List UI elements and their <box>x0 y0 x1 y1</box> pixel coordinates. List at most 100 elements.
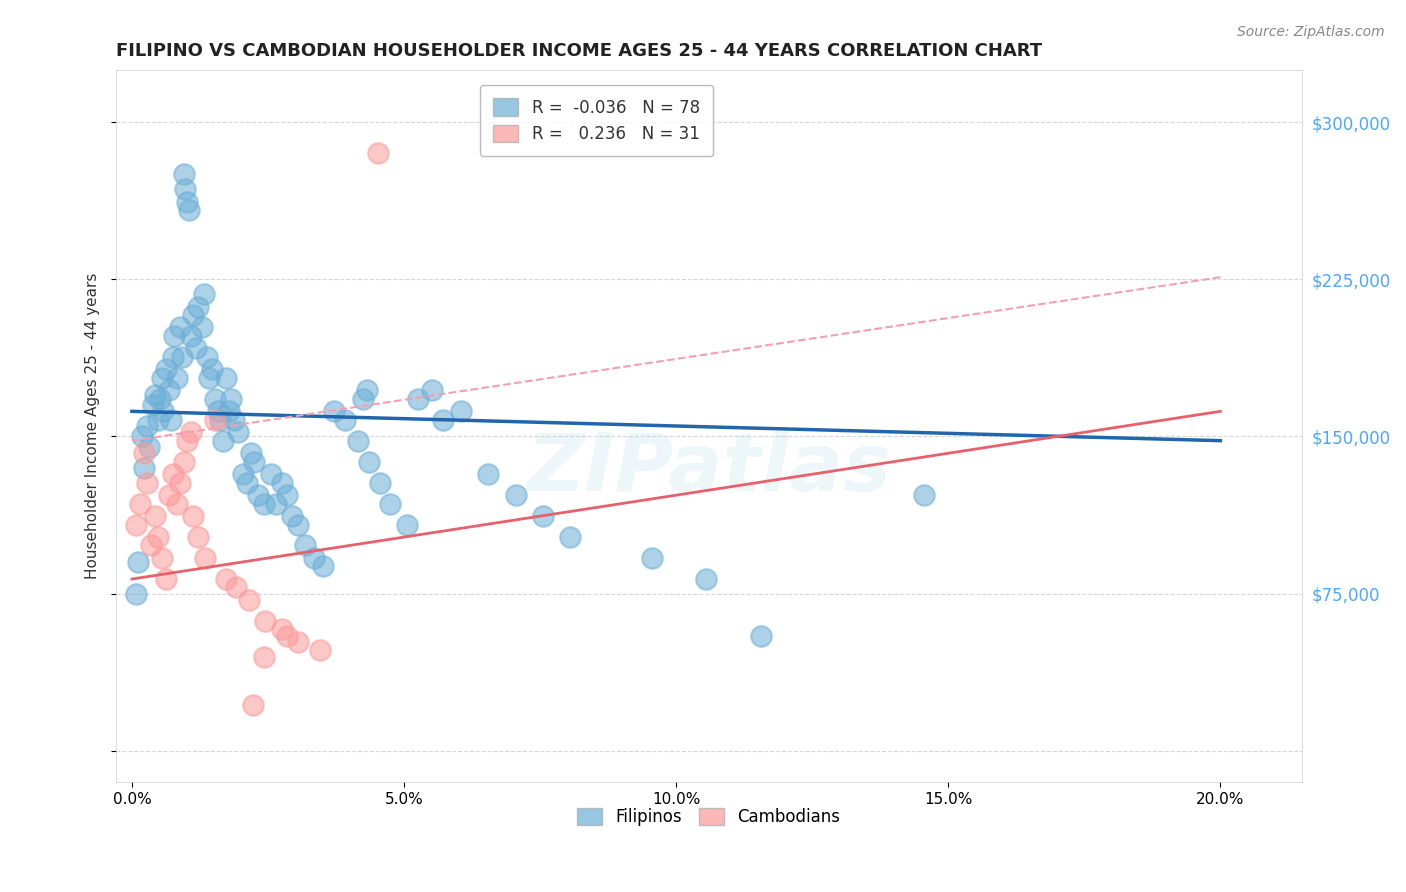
Point <box>270 475 292 490</box>
Point <box>181 509 204 524</box>
Point <box>157 488 180 502</box>
Point <box>276 629 298 643</box>
Point <box>146 530 169 544</box>
Text: Source: ZipAtlas.com: Source: ZipAtlas.com <box>1237 25 1385 39</box>
Text: FILIPINO VS CAMBODIAN HOUSEHOLDER INCOME AGES 25 - 44 YEARS CORRELATION CHART: FILIPINO VS CAMBODIAN HOUSEHOLDER INCOME… <box>115 42 1042 60</box>
Point <box>420 384 443 398</box>
Point <box>209 413 232 427</box>
Point <box>201 362 224 376</box>
Point <box>155 362 177 376</box>
Point <box>176 434 198 448</box>
Point <box>184 342 207 356</box>
Point <box>406 392 429 406</box>
Point <box>176 194 198 209</box>
Point <box>127 555 149 569</box>
Point <box>180 329 202 343</box>
Point <box>335 413 357 427</box>
Point <box>219 392 242 406</box>
Point <box>138 440 160 454</box>
Point <box>239 446 262 460</box>
Point <box>276 488 298 502</box>
Point <box>162 467 184 482</box>
Point <box>252 649 274 664</box>
Point <box>912 488 935 502</box>
Point <box>193 287 215 301</box>
Point <box>357 455 380 469</box>
Point <box>149 392 172 406</box>
Point <box>294 539 316 553</box>
Point <box>194 551 217 566</box>
Point <box>187 300 209 314</box>
Point <box>173 168 195 182</box>
Point <box>132 446 155 460</box>
Point <box>166 497 188 511</box>
Point <box>142 398 165 412</box>
Point <box>242 698 264 712</box>
Point <box>312 559 335 574</box>
Point <box>505 488 527 502</box>
Point <box>395 517 418 532</box>
Point <box>252 497 274 511</box>
Y-axis label: Householder Income Ages 25 - 44 years: Householder Income Ages 25 - 44 years <box>86 273 100 579</box>
Point <box>695 572 717 586</box>
Legend: Filipinos, Cambodians: Filipinos, Cambodians <box>569 800 849 835</box>
Point <box>180 425 202 440</box>
Point <box>174 182 197 196</box>
Point <box>212 434 235 448</box>
Point <box>131 429 153 443</box>
Point <box>352 392 374 406</box>
Point <box>204 413 226 427</box>
Point <box>150 371 173 385</box>
Point <box>287 517 309 532</box>
Point <box>346 434 368 448</box>
Point <box>169 475 191 490</box>
Point <box>264 497 287 511</box>
Point <box>170 350 193 364</box>
Point <box>238 593 260 607</box>
Point <box>136 419 159 434</box>
Point <box>323 404 346 418</box>
Point <box>155 572 177 586</box>
Point <box>166 371 188 385</box>
Point <box>281 509 304 524</box>
Point <box>132 461 155 475</box>
Point <box>308 643 330 657</box>
Point <box>224 413 246 427</box>
Point <box>287 635 309 649</box>
Point <box>214 572 236 586</box>
Point <box>368 475 391 490</box>
Point <box>236 475 259 490</box>
Point <box>247 488 270 502</box>
Point <box>640 551 662 566</box>
Point <box>380 497 402 511</box>
Point <box>169 320 191 334</box>
Point <box>432 413 454 427</box>
Point <box>181 308 204 322</box>
Point <box>187 530 209 544</box>
Point <box>162 350 184 364</box>
Point <box>143 509 166 524</box>
Point <box>163 329 186 343</box>
Point <box>143 387 166 401</box>
Point <box>146 413 169 427</box>
Point <box>260 467 283 482</box>
Point <box>204 392 226 406</box>
Point <box>157 384 180 398</box>
Point <box>749 629 772 643</box>
Point <box>214 371 236 385</box>
Point <box>129 497 152 511</box>
Point <box>225 581 247 595</box>
Point <box>207 404 229 418</box>
Point <box>125 587 148 601</box>
Point <box>356 384 378 398</box>
Point <box>531 509 554 524</box>
Point <box>270 623 292 637</box>
Point <box>226 425 249 440</box>
Point <box>177 203 200 218</box>
Point <box>139 539 162 553</box>
Point <box>367 146 389 161</box>
Point <box>160 413 183 427</box>
Point <box>136 475 159 490</box>
Point <box>150 551 173 566</box>
Point <box>232 467 254 482</box>
